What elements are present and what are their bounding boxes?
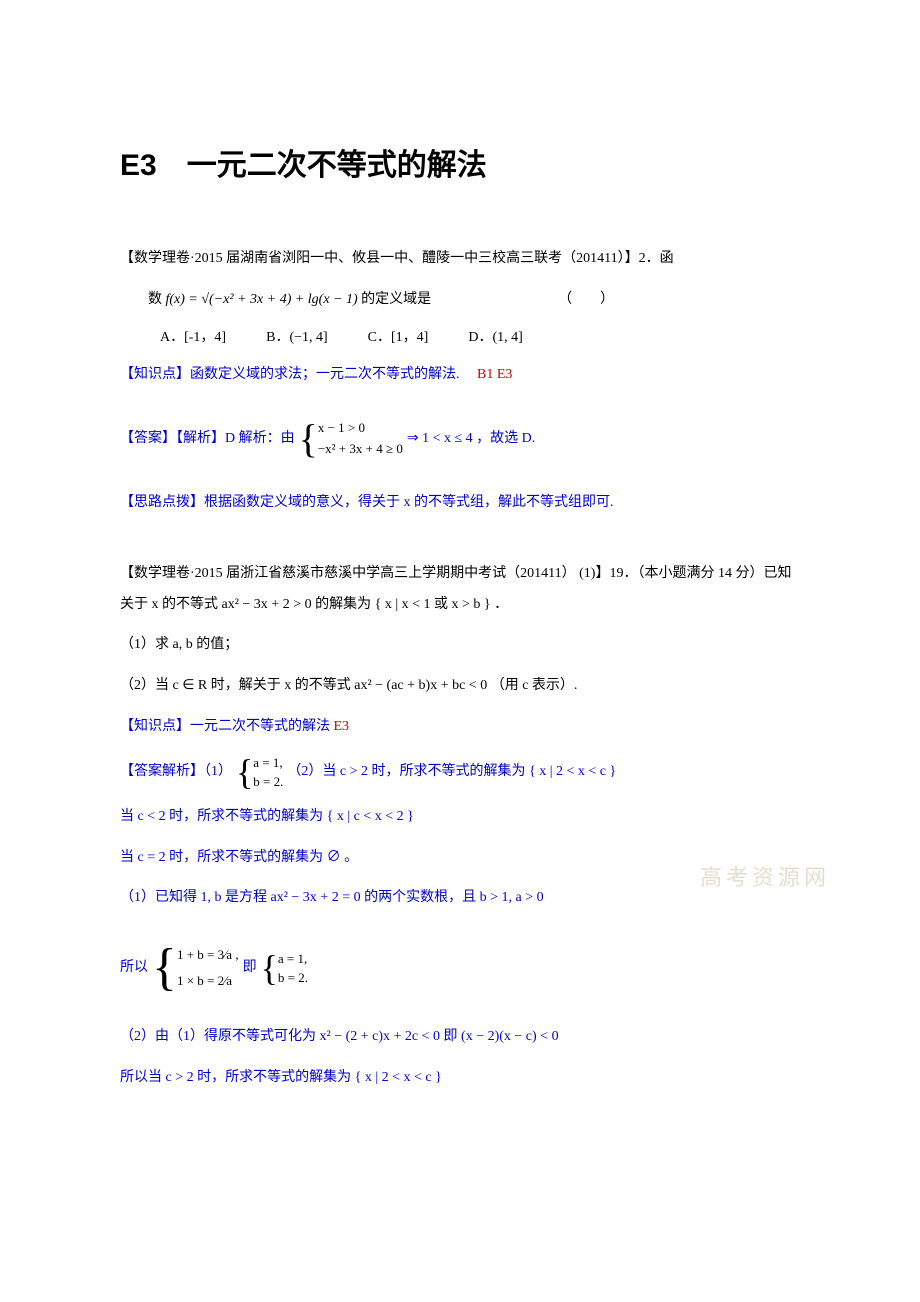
p2-sys2-bot: 1 × b = 2⁄a: [177, 968, 239, 994]
choice-a: A．[-1，4]: [160, 326, 226, 346]
p2-case2: 当 c < 2 时，所求不等式的解集为 { x | c < x < 2 }: [120, 802, 800, 833]
p2-q1: （1）求 a, b 的值；: [120, 630, 800, 661]
p2-so-mid: 即: [243, 953, 257, 984]
p1-sys-top: x − 1 > 0: [318, 418, 403, 439]
p2-so-prefix: 所以: [120, 953, 148, 984]
section-title: E3 一元二次不等式的解法: [120, 140, 800, 184]
p1-func: f(x) = √(−x² + 3x + 4) + lg(x − 1): [166, 292, 358, 307]
p2-q2: （2）当 c ∈ R 时，解关于 x 的不等式 ax² − (ac + b)x …: [120, 671, 800, 702]
p2-sys1-bot: b = 2.: [253, 772, 283, 792]
p2-so-line: 所以 { 1 + b = 3⁄a , 1 × b = 2⁄a 即 { a = 1…: [120, 942, 800, 994]
p2-know-label: 【知识点】一元二次不等式的解法: [120, 719, 334, 734]
p2-answer-line: 【答案解析】（1） { a = 1, b = 2. （2）当 c > 2 时，所…: [120, 753, 800, 792]
p2-sys1-top: a = 1,: [253, 753, 283, 773]
p2-explain3: 所以当 c > 2 时，所求不等式的解集为 { x | 2 < x < c }: [120, 1063, 800, 1094]
choice-b: B．(−1, 4]: [266, 326, 328, 346]
p2-ans-mid: （2）当 c > 2 时，所求不等式的解集为 { x | 2 < x < c }: [287, 757, 616, 788]
p1-answer: 【答案】【解析】D 解析：由 { x − 1 > 0 −x² + 3x + 4 …: [120, 418, 800, 460]
p1-knowledge: 【知识点】函数定义域的求法；一元二次不等式的解法. B1 E3: [120, 360, 800, 391]
p1-sys-bot: −x² + 3x + 4 ≥ 0: [318, 439, 403, 460]
p2-knowledge: 【知识点】一元二次不等式的解法 E3: [120, 712, 800, 743]
p1-ans-prefix: 【答案】【解析】D 解析：由: [120, 424, 295, 455]
p1-l2-suffix: 的定义域是: [361, 292, 431, 307]
p1-paren: （ ）: [558, 292, 614, 307]
document-page: E3 一元二次不等式的解法 【数学理卷·2015 届湖南省浏阳一中、攸县一中、醴…: [0, 0, 920, 1302]
p2-sys3-top: a = 1,: [278, 949, 308, 969]
p2-sys3-bot: b = 2.: [278, 968, 308, 988]
p2-explain2: （2）由（1）得原不等式可化为 x² − (2 + c)x + 2c < 0 即…: [120, 1022, 800, 1053]
p2-source: 【数学理卷·2015 届浙江省慈溪市慈溪中学高三上学期期中考试（201411） …: [120, 559, 800, 621]
p1-choices: A．[-1，4] B．(−1, 4] C．[1，4] D．(1, 4]: [120, 326, 800, 346]
p1-tip: 【思路点拨】根据函数定义域的意义，得关于 x 的不等式组，解此不等式组即可.: [120, 488, 800, 519]
p1-l2-prefix: 数: [148, 292, 166, 307]
p1-ans-arrow: ⇒ 1 < x ≤ 4 ，故选 D.: [407, 424, 535, 455]
p1-source-line1: 【数学理卷·2015 届湖南省浏阳一中、攸县一中、醴陵一中三校高三联考（2014…: [120, 244, 800, 275]
p1-know-codes: B1 E3: [477, 367, 512, 382]
p2-case3: 当 c = 2 时，所求不等式的解集为 ∅ 。: [120, 843, 800, 874]
p2-sys2-top: 1 + b = 3⁄a ,: [177, 942, 239, 968]
p2-explain1: （1）已知得 1, b 是方程 ax² − 3x + 2 = 0 的两个实数根，…: [120, 883, 800, 914]
choice-c: C．[1，4]: [368, 326, 429, 346]
watermark: 高考资源网: [700, 860, 830, 892]
p2-ans-label: 【答案解析】（1）: [120, 757, 232, 788]
p2-know-code: E3: [334, 719, 350, 734]
p1-know-label: 【知识点】函数定义域的求法；一元二次不等式的解法.: [120, 367, 460, 382]
choice-d: D．(1, 4]: [468, 326, 522, 346]
p1-source-line2: 数 f(x) = √(−x² + 3x + 4) + lg(x − 1) 的定义…: [120, 285, 800, 316]
